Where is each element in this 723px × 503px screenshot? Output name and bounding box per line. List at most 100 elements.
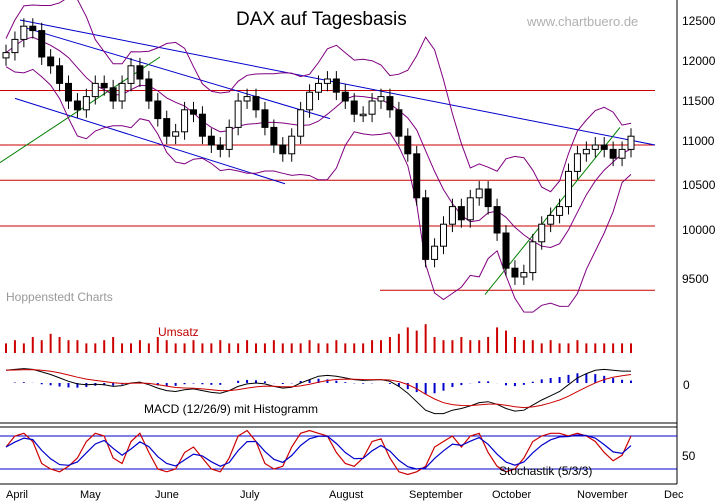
price-axis: 12500 12000 11500 11000 10500 10000 9500… [682,14,716,463]
candle-body [73,100,81,111]
candle-body [413,153,421,199]
price-tick: 10000 [682,223,716,237]
candle-body [65,82,72,102]
month-label: August [329,489,363,501]
candle-body [386,96,394,111]
candle-body [118,82,126,102]
macd-signal-line [5,369,632,409]
stoch-d-line [5,434,632,470]
candle-body [582,148,590,155]
month-label: September [409,489,463,501]
candle-body [306,91,314,111]
candle-body [288,135,296,155]
candle-body [109,87,117,102]
candle-body [341,91,349,102]
candle-body [82,96,90,111]
month-label: June [155,489,179,501]
candle-body [216,144,224,150]
stoch-tick: 50 [682,449,696,463]
candle-body [466,197,474,221]
macd-label: MACD (12/26/9) mit Histogramm [144,402,318,416]
month-label: Dec [664,489,684,501]
macd-line [5,368,631,415]
candle-body [404,135,412,155]
candle-body [136,65,144,80]
candle-body [279,144,287,155]
candle-body [207,135,215,146]
candle-body [2,52,10,59]
candle-body [591,144,599,150]
price-tick: 10500 [682,178,716,192]
candle-body [600,144,608,150]
candle-body [502,232,510,269]
channel-lower-line [14,97,286,185]
candle-body [520,272,528,278]
source-label: Hoppenstedt Charts [6,290,113,304]
candle-body [29,25,37,32]
candle-body [493,206,501,234]
lower-band [5,66,632,313]
candle-body [172,131,180,137]
candle-body [11,38,19,54]
candle-body [377,96,385,102]
stoch-label: Stochastik (5/3/3) [499,464,592,478]
candle-body [440,223,447,247]
candle-body [618,148,626,159]
candle-body [234,100,242,128]
candle-body [529,241,537,274]
candle-body [181,109,189,133]
candle-body [511,267,519,278]
price-tick: 12000 [682,54,716,68]
candle-body [315,82,322,93]
candle-body [163,118,171,137]
candle-body [56,65,64,84]
candle-body [154,100,162,120]
candle-body [395,109,403,137]
candle-body [252,96,260,111]
candle-body [422,197,430,260]
candle-body [261,109,269,128]
price-tick: 12500 [682,14,716,28]
candle-body [538,223,546,243]
candle-body [475,188,483,199]
month-label: May [80,489,101,501]
candle-body [323,78,331,84]
month-label: July [240,489,260,501]
candle-body [297,109,305,137]
candle-body [225,126,233,150]
candle-body [20,25,28,40]
price-tick: 11500 [682,94,715,108]
volume-label: Umsatz [158,325,199,339]
candle-body [100,82,108,89]
price-tick: 11000 [682,134,715,148]
candle-body [448,206,456,225]
watermark: www.chartbuero.de [526,14,638,29]
candle-body [38,30,46,58]
candle-body [332,78,340,93]
candle-body [198,113,206,137]
candle-body [145,78,153,102]
candle-body [556,206,564,216]
candle-body [627,135,635,150]
candle-body [547,214,555,225]
candle-body [350,100,358,115]
upper-band [5,0,632,193]
channel-upper-line [19,25,331,120]
month-label: October [492,489,531,501]
candle-body [127,65,135,84]
candle-body [270,126,278,146]
candle-body [243,96,251,102]
candle-body [431,245,439,260]
candle-body [457,206,465,221]
candle-body [190,109,197,115]
stoch-k-line [5,429,632,476]
candle-body [47,56,55,67]
candle-body [565,170,572,208]
candle-body [368,100,376,115]
price-tick: 9500 [682,272,709,286]
candle-body [609,148,617,159]
month-label: November [577,489,628,501]
month-axis: April May June July August September Oct… [6,489,684,501]
